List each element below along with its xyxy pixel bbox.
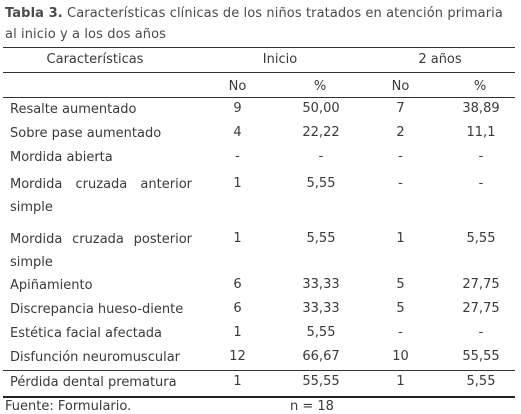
cell-n-dos-anos: 10 [392, 349, 409, 364]
header-rule [3, 72, 515, 73]
cell-n-inicio: 1 [233, 176, 242, 191]
row-label: Estética facial afectada [10, 326, 163, 341]
cell-pct-dos-anos: 5,55 [466, 231, 496, 246]
cell-n-dos-anos: 2 [396, 125, 405, 140]
cell-pct-dos-anos: 55,55 [462, 349, 500, 364]
source-note: Fuente: Formulario. [5, 399, 132, 414]
table-top-rule [3, 47, 515, 48]
header-pct-inicio: % [313, 79, 327, 94]
header-caracteristicas: Características [46, 52, 144, 67]
header-dos-anos: 2 años [418, 52, 462, 67]
cell-pct-dos-anos: 27,75 [462, 277, 500, 292]
cell-n-inicio: 1 [233, 231, 242, 246]
cell-n-dos-anos: - [398, 325, 403, 340]
cell-pct-dos-anos: - [478, 176, 484, 191]
cell-pct-inicio: 33,33 [302, 277, 340, 292]
row-label: Resalte aumentado [10, 102, 137, 117]
cell-pct-inicio: 55,55 [302, 374, 340, 389]
cell-n-inicio: 1 [233, 374, 242, 389]
header-no-inicio: No [228, 79, 247, 94]
cell-n-dos-anos: 5 [396, 301, 405, 316]
row-label: Disfunción neuromuscular [10, 350, 181, 365]
row-label-line1: Mordida cruzada anterior [10, 177, 192, 192]
table-title: Características clínicas de los niños tr… [5, 6, 503, 42]
row-label: Apiñamiento [10, 278, 93, 293]
cell-n-dos-anos: - [398, 149, 403, 164]
row-label-line2: simple [10, 255, 53, 270]
cell-pct-dos-anos: - [478, 149, 484, 164]
cell-n-dos-anos: 1 [396, 231, 405, 246]
cell-pct-inicio: 5,55 [306, 176, 336, 191]
header-no-dos-anos: No [391, 79, 410, 94]
cell-pct-dos-anos: 11,1 [466, 125, 496, 140]
table-caption: Tabla 3. Características clínicas de los… [5, 3, 517, 45]
cell-pct-dos-anos: 27,75 [462, 301, 500, 316]
cell-pct-dos-anos: - [478, 325, 484, 340]
cell-pct-inicio: 66,67 [302, 349, 340, 364]
cell-n-dos-anos: 7 [396, 101, 405, 116]
row-label: Mordida abierta [10, 150, 113, 165]
row-label: Sobre pase aumentado [10, 126, 162, 141]
cell-n-inicio: 6 [233, 301, 242, 316]
header-pct-dos-anos: % [473, 79, 487, 94]
cell-pct-inicio: 33,33 [302, 301, 340, 316]
header-inicio: Inicio [262, 52, 298, 67]
row-label-line2: simple [10, 200, 53, 215]
cell-n-inicio: - [235, 149, 240, 164]
cell-n-inicio: 12 [229, 349, 246, 364]
cell-n-inicio: 4 [233, 125, 242, 140]
cell-pct-dos-anos: 5,55 [466, 374, 496, 389]
row-label: Pérdida dental prematura [10, 375, 177, 390]
cell-n-inicio: 9 [233, 101, 242, 116]
row-label: Discrepancia hueso-diente [10, 302, 184, 317]
sample-size-note: n = 18 [290, 399, 334, 414]
cell-pct-inicio: 5,55 [306, 231, 336, 246]
cell-n-dos-anos: 1 [396, 374, 405, 389]
subheader-rule [3, 97, 515, 98]
cell-n-dos-anos: - [398, 176, 403, 191]
last-row-rule [3, 370, 515, 371]
cell-pct-inicio: 22,22 [302, 125, 340, 140]
row-label-line1: Mordida cruzada posterior [10, 232, 192, 247]
cell-pct-inicio: 50,00 [302, 101, 340, 116]
table-bottom-rule [3, 396, 515, 398]
cell-n-inicio: 1 [233, 325, 242, 340]
cell-pct-inicio: - [318, 149, 324, 164]
cell-n-dos-anos: 5 [396, 277, 405, 292]
cell-n-inicio: 6 [233, 277, 242, 292]
cell-pct-dos-anos: 38,89 [462, 101, 500, 116]
table-number: Tabla 3. [5, 6, 63, 21]
cell-pct-inicio: 5,55 [306, 325, 336, 340]
